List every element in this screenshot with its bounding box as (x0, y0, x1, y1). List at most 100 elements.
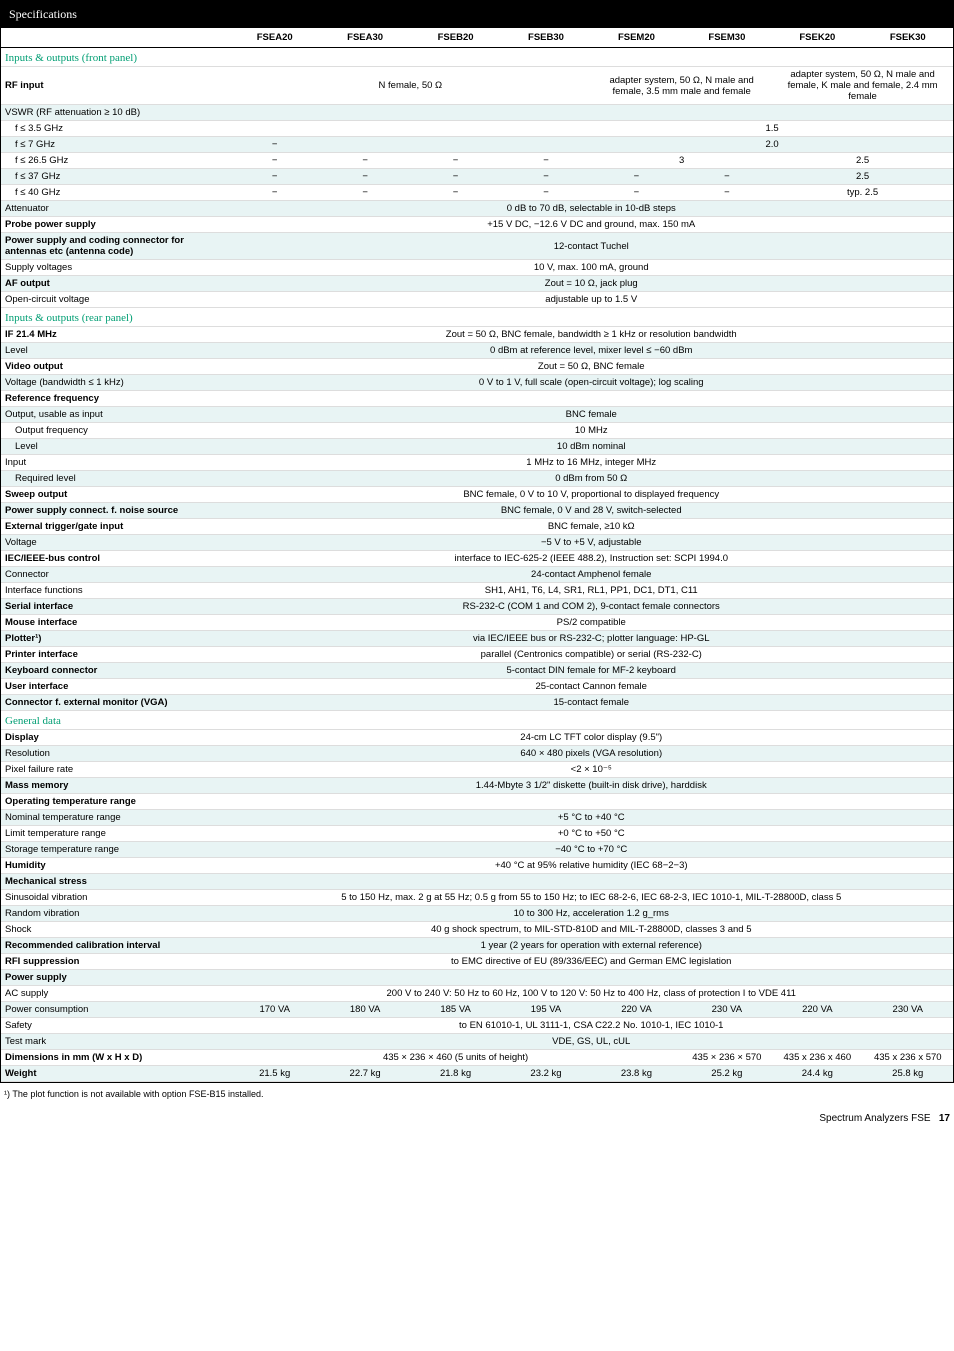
col-header: FSEA30 (320, 28, 410, 48)
row-label: Weight (1, 1066, 229, 1082)
row-label: f ≤ 40 GHz (1, 185, 229, 201)
row-label: Mouse interface (1, 615, 229, 631)
cell-value: BNC female, 0 V to 10 V, proportional to… (229, 487, 953, 503)
cell-value: 22.7 kg (320, 1066, 410, 1082)
table-row: Recommended calibration interval1 year (… (1, 938, 953, 954)
table-row: Reference frequency (1, 391, 953, 407)
row-label: Connector (1, 567, 229, 583)
cell-value: − (320, 185, 410, 201)
cell-value: interface to IEC-625-2 (IEEE 488.2), Ins… (229, 551, 953, 567)
cell-value: 0 dBm from 50 Ω (229, 471, 953, 487)
cell-value: − (229, 185, 319, 201)
table-row: Nominal temperature range+5 °C to +40 °C (1, 810, 953, 826)
section-header: Inputs & outputs (rear panel) (1, 308, 953, 327)
row-label: Sweep output (1, 487, 229, 503)
table-row: Serial interfaceRS-232-C (COM 1 and COM … (1, 599, 953, 615)
page-footer: Spectrum Analyzers FSE 17 (0, 1105, 954, 1128)
table-row: Level10 dBm nominal (1, 439, 953, 455)
cell-value: − (410, 185, 500, 201)
row-label: Probe power supply (1, 217, 229, 233)
cell-value: 640 × 480 pixels (VGA resolution) (229, 746, 953, 762)
cell-value: 435 × 236 × 460 (5 units of height) (229, 1050, 681, 1066)
row-label: Interface functions (1, 583, 229, 599)
cell-value: 1 MHz to 16 MHz, integer MHz (229, 455, 953, 471)
row-label: Safety (1, 1018, 229, 1034)
cell-value: 1.5 (591, 121, 953, 137)
row-label: Output, usable as input (1, 407, 229, 423)
row-label: Shock (1, 922, 229, 938)
row-label: Video output (1, 359, 229, 375)
cell-value: 220 VA (772, 1002, 862, 1018)
cell-value: − (410, 153, 500, 169)
row-label: Dimensions in mm (W x H x D) (1, 1050, 229, 1066)
cell-value: 230 VA (863, 1002, 953, 1018)
row-label: IF 21.4 MHz (1, 327, 229, 343)
title-bar: Specifications (1, 1, 953, 28)
cell-value: − (501, 185, 591, 201)
row-label: Sinusoidal vibration (1, 890, 229, 906)
table-row: Printer interfaceparallel (Centronics co… (1, 647, 953, 663)
table-row: Test markVDE, GS, UL, cUL (1, 1034, 953, 1050)
row-label: Nominal temperature range (1, 810, 229, 826)
row-label: External trigger/gate input (1, 519, 229, 535)
row-label: Keyboard connector (1, 663, 229, 679)
cell-value: 200 V to 240 V: 50 Hz to 60 Hz, 100 V to… (229, 986, 953, 1002)
cell-value: 2.5 (772, 153, 953, 169)
row-label: Printer interface (1, 647, 229, 663)
cell-value: 24-cm LC TFT color display (9.5") (229, 730, 953, 746)
table-row: Power supply and coding connector for an… (1, 233, 953, 260)
table-row: Output frequency10 MHz (1, 423, 953, 439)
cell-value: VDE, GS, UL, cUL (229, 1034, 953, 1050)
cell-value: 12-contact Tuchel (229, 233, 953, 260)
cell-value: adapter system, 50 Ω, N male and female,… (591, 67, 772, 105)
table-row: Open-circuit voltageadjustable up to 1.5… (1, 292, 953, 308)
cell-value: adapter system, 50 Ω, N male and female,… (772, 67, 953, 105)
table-row: Interface functionsSH1, AH1, T6, L4, SR1… (1, 583, 953, 599)
col-header: FSEK20 (772, 28, 862, 48)
cell-value: 0 dB to 70 dB, selectable in 10-dB steps (229, 201, 953, 217)
row-label: Required level (1, 471, 229, 487)
cell-value: 15-contact female (229, 695, 953, 711)
table-row: AF outputZout = 10 Ω, jack plug (1, 276, 953, 292)
cell-value (229, 391, 953, 407)
row-label: Attenuator (1, 201, 229, 217)
cell-value: 170 VA (229, 1002, 319, 1018)
cell-value: Zout = 10 Ω, jack plug (229, 276, 953, 292)
cell-value: 1.44-Mbyte 3 1/2" diskette (built-in dis… (229, 778, 953, 794)
table-row: Sinusoidal vibration5 to 150 Hz, max. 2 … (1, 890, 953, 906)
row-label: RF input (1, 67, 229, 105)
cell-value: − (682, 169, 772, 185)
cell-value: to EN 61010-1, UL 3111-1, CSA C22.2 No. … (229, 1018, 953, 1034)
row-label: Recommended calibration interval (1, 938, 229, 954)
table-row: RF inputN female, 50 Ωadapter system, 50… (1, 67, 953, 105)
row-label: Open-circuit voltage (1, 292, 229, 308)
row-label: Mass memory (1, 778, 229, 794)
cell-value: 220 VA (591, 1002, 681, 1018)
cell-value: 24-contact Amphenol female (229, 567, 953, 583)
table-row: Power supply (1, 970, 953, 986)
table-row: f ≤ 40 GHz−−−−−−typ. 2.5 (1, 185, 953, 201)
row-label: Storage temperature range (1, 842, 229, 858)
table-row: Voltage−5 V to +5 V, adjustable (1, 535, 953, 551)
table-row: Supply voltages10 V, max. 100 mA, ground (1, 260, 953, 276)
row-label: Power consumption (1, 1002, 229, 1018)
cell-value: via IEC/IEEE bus or RS-232-C; plotter la… (229, 631, 953, 647)
cell-value: Zout = 50 Ω, BNC female, bandwidth ≥ 1 k… (229, 327, 953, 343)
table-row: VSWR (RF attenuation ≥ 10 dB) (1, 105, 953, 121)
table-row: Attenuator0 dB to 70 dB, selectable in 1… (1, 201, 953, 217)
cell-value: − (320, 169, 410, 185)
cell-value: 10 dBm nominal (229, 439, 953, 455)
cell-value: 23.8 kg (591, 1066, 681, 1082)
cell-value: 10 to 300 Hz, acceleration 1.2 g_rms (229, 906, 953, 922)
table-row: Display24-cm LC TFT color display (9.5") (1, 730, 953, 746)
cell-value: 25.8 kg (863, 1066, 953, 1082)
cell-value: 435 × 236 × 570 (682, 1050, 772, 1066)
cell-value: 2.5 (772, 169, 953, 185)
row-label: Output frequency (1, 423, 229, 439)
footer-text: Spectrum Analyzers FSE (819, 1113, 930, 1124)
table-row: Probe power supply+15 V DC, −12.6 V DC a… (1, 217, 953, 233)
cell-value (229, 105, 953, 121)
cell-value: 435 x 236 x 570 (863, 1050, 953, 1066)
table-row: Safetyto EN 61010-1, UL 3111-1, CSA C22.… (1, 1018, 953, 1034)
row-label: Connector f. external monitor (VGA) (1, 695, 229, 711)
